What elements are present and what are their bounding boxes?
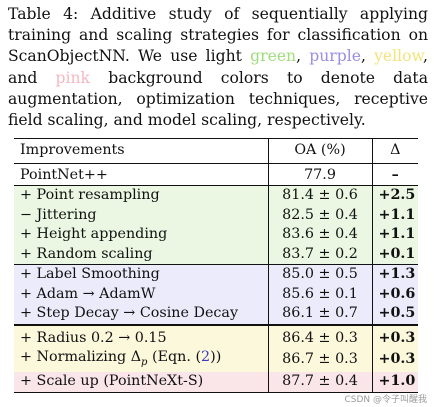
caption-sep-1: , bbox=[296, 47, 302, 66]
row-oa: 83.7 ± 0.2 bbox=[267, 244, 372, 265]
header-delta: Δ bbox=[371, 138, 418, 164]
row-label: Step Decay → Cosine Decay bbox=[36, 305, 239, 321]
row-oa: 81.4 ± 0.6 bbox=[267, 185, 372, 206]
row-delta: +1.3 bbox=[371, 264, 418, 285]
row-oa: 85.0 ± 0.5 bbox=[267, 264, 372, 285]
row-name: − Jittering bbox=[14, 205, 268, 225]
caption-text-after: background colors to denote data augment… bbox=[8, 68, 428, 130]
row-name: + Point resampling bbox=[14, 185, 268, 206]
row-label: Radius 0.2 → 0.15 bbox=[36, 329, 167, 346]
caption-color-yellow: yellow bbox=[374, 47, 424, 66]
row-delta: +0.5 bbox=[371, 304, 418, 325]
row-name: + Adam → AdamW bbox=[14, 284, 268, 304]
row-delta: – bbox=[371, 163, 418, 186]
caption-sep-3: , and bbox=[8, 47, 428, 87]
table-row: + Step Decay → Cosine Decay 86.1 ± 0.7 +… bbox=[14, 304, 418, 325]
row-label: Height appending bbox=[36, 226, 168, 242]
row-label: Adam → AdamW bbox=[36, 285, 156, 302]
row-oa: 86.4 ± 0.3 bbox=[267, 323, 372, 348]
row-delta: +0.1 bbox=[371, 244, 418, 265]
row-label: Jittering bbox=[36, 206, 97, 223]
row-oa: 86.1 ± 0.7 bbox=[267, 304, 372, 325]
table-row: + Random scaling 83.7 ± 0.2 +0.1 bbox=[14, 244, 418, 265]
row-name: + Scale up (PointNeXt-S) bbox=[14, 372, 268, 393]
row-delta: +0.3 bbox=[371, 348, 418, 373]
row-name: + Radius 0.2 → 0.15 bbox=[14, 323, 268, 348]
row-oa: 82.5 ± 0.4 bbox=[267, 205, 372, 225]
row-delta: +0.6 bbox=[371, 284, 418, 304]
row-prefix: + bbox=[20, 285, 32, 302]
row-label-post: )) bbox=[210, 349, 222, 365]
row-oa: 85.6 ± 0.1 bbox=[267, 284, 372, 304]
table-row-baseline: PointNet++ 77.9 – bbox=[14, 163, 418, 186]
row-label: Label Smoothing bbox=[36, 266, 160, 282]
row-oa: 87.7 ± 0.4 bbox=[267, 372, 372, 393]
table-row: + Radius 0.2 → 0.15 86.4 ± 0.3 +0.3 bbox=[14, 323, 418, 348]
caption-label: Table 4: bbox=[8, 5, 79, 23]
row-delta: +1.1 bbox=[371, 205, 418, 225]
header-improvements: Improvements bbox=[14, 138, 268, 164]
row-prefix: + bbox=[20, 329, 32, 346]
row-prefix: + bbox=[20, 245, 32, 262]
row-prefix: + bbox=[20, 266, 32, 282]
table-row: + Label Smoothing 85.0 ± 0.5 +1.3 bbox=[14, 264, 418, 285]
table-row: + Point resampling 81.4 ± 0.6 +2.5 bbox=[14, 185, 418, 206]
ablation-table-wrapper: Improvements OA (%) Δ PointNet++ 77.9 – … bbox=[14, 138, 418, 393]
table-row: + Adam → AdamW 85.6 ± 0.1 +0.6 bbox=[14, 284, 418, 304]
row-oa: 77.9 bbox=[267, 163, 372, 186]
table-row: + Scale up (PointNeXt-S) 87.7 ± 0.4 +1.0 bbox=[14, 372, 418, 393]
row-prefix: + bbox=[20, 349, 32, 365]
caption-color-purple: purple bbox=[309, 47, 361, 66]
row-name: PointNet++ bbox=[14, 163, 268, 186]
row-delta: +1.1 bbox=[371, 225, 418, 245]
row-label-mid: (Eqn. ( bbox=[147, 349, 202, 365]
equation-ref-link[interactable]: 2 bbox=[201, 349, 211, 365]
row-label: Scale up (PointNeXt-S) bbox=[36, 373, 204, 390]
row-name: + Height appending bbox=[14, 225, 268, 245]
row-label: Point resampling bbox=[36, 187, 160, 203]
caption-sep-2: , bbox=[360, 47, 366, 66]
ablation-table: Improvements OA (%) Δ PointNet++ 77.9 – … bbox=[14, 138, 418, 393]
table-row: + Normalizing Δp (Eqn. (2)) 86.7 ± 0.3 +… bbox=[14, 348, 418, 373]
row-prefix: + bbox=[20, 305, 32, 321]
row-label-pre: Normalizing Δ bbox=[36, 349, 142, 365]
row-prefix: + bbox=[20, 373, 32, 390]
row-name: + Label Smoothing bbox=[14, 264, 268, 285]
row-name: + Random scaling bbox=[14, 244, 268, 265]
table-header-row: Improvements OA (%) Δ bbox=[14, 138, 418, 164]
row-prefix: − bbox=[20, 206, 32, 223]
row-delta: +1.0 bbox=[371, 372, 418, 393]
row-oa: 86.7 ± 0.3 bbox=[267, 348, 372, 373]
row-oa: 83.6 ± 0.4 bbox=[267, 225, 372, 245]
table-row: − Jittering 82.5 ± 0.4 +1.1 bbox=[14, 205, 418, 225]
table-caption: Table 4: Additive study of sequentially … bbox=[8, 4, 428, 131]
header-oa: OA (%) bbox=[267, 138, 372, 164]
row-name: + Step Decay → Cosine Decay bbox=[14, 304, 268, 325]
row-prefix: + bbox=[20, 187, 32, 203]
caption-text-before: Additive study of sequentially applying … bbox=[8, 5, 428, 66]
caption-color-pink: pink bbox=[55, 68, 91, 87]
row-name: + Normalizing Δp (Eqn. (2)) bbox=[14, 348, 268, 373]
caption-color-green: green bbox=[250, 47, 297, 66]
table-row: + Height appending 83.6 ± 0.4 +1.1 bbox=[14, 225, 418, 245]
watermark: CSDN @令子叫醒我 bbox=[344, 395, 427, 405]
row-label-subscript: p bbox=[141, 356, 148, 368]
row-delta: +0.3 bbox=[371, 323, 418, 348]
row-label: Random scaling bbox=[36, 245, 153, 262]
row-delta: +2.5 bbox=[371, 185, 418, 206]
row-prefix: + bbox=[20, 226, 32, 242]
